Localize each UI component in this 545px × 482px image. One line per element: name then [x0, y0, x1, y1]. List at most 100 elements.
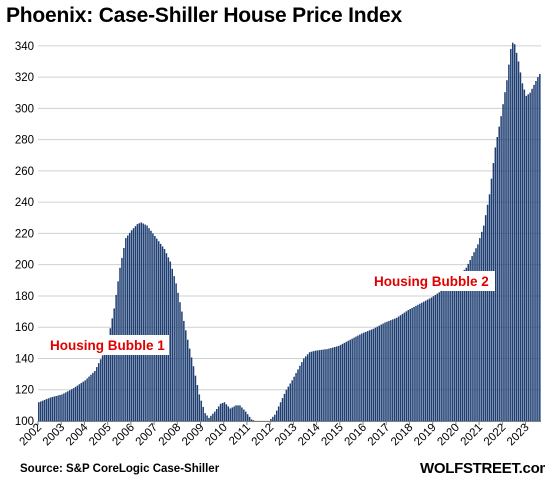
bar	[287, 386, 290, 421]
bar	[310, 351, 313, 421]
bar	[376, 326, 379, 421]
y-tick-label: 240	[15, 197, 34, 209]
bar	[215, 409, 218, 421]
bar	[411, 307, 413, 421]
x-tick-label: 2016	[343, 422, 370, 449]
bar	[332, 347, 334, 421]
bar	[196, 385, 199, 421]
bar	[94, 370, 96, 421]
bar	[109, 328, 112, 421]
bar	[68, 390, 71, 421]
bar	[150, 230, 152, 421]
bar	[214, 411, 216, 421]
bar	[132, 228, 135, 421]
x-tick-label: 2015	[319, 422, 346, 449]
bar	[43, 399, 46, 421]
y-tick-label: 140	[15, 353, 34, 365]
bar	[55, 395, 57, 421]
bar	[270, 418, 272, 421]
bar	[134, 226, 137, 421]
bar	[204, 413, 206, 421]
bar	[326, 349, 328, 421]
bar	[515, 52, 518, 421]
bar	[434, 294, 437, 421]
bar	[353, 337, 355, 421]
y-tick-label: 320	[15, 72, 34, 84]
bar	[96, 367, 98, 421]
bar	[301, 362, 303, 421]
bar	[361, 333, 363, 421]
bar	[401, 313, 404, 421]
bar	[382, 323, 384, 421]
bar	[384, 322, 386, 421]
bar	[484, 215, 487, 421]
bar	[486, 204, 489, 421]
bar	[351, 338, 353, 421]
bar	[357, 335, 359, 421]
bar	[306, 354, 309, 421]
bar	[498, 126, 500, 421]
bar	[274, 414, 276, 421]
bar	[521, 83, 524, 421]
bar	[525, 95, 528, 421]
bar	[388, 320, 390, 421]
bar	[154, 236, 156, 421]
bar	[275, 410, 278, 421]
bar	[192, 366, 195, 421]
bar	[105, 343, 108, 421]
bar	[186, 339, 189, 421]
bar	[482, 225, 485, 421]
bar	[142, 223, 144, 421]
bar	[126, 235, 129, 421]
x-tick-label: 2014	[296, 421, 323, 448]
bar	[372, 328, 375, 421]
bar	[152, 233, 154, 421]
bar	[115, 294, 117, 421]
x-tick-label: 2020	[435, 422, 462, 449]
source-note: Source: S&P CoreLogic Case-Shiller	[20, 463, 220, 475]
y-tick-label: 220	[15, 228, 34, 240]
bar	[471, 256, 473, 421]
bar	[428, 298, 431, 421]
bar	[208, 417, 210, 421]
bar	[138, 223, 141, 421]
bar	[463, 269, 466, 421]
bar	[243, 409, 245, 421]
bar	[395, 317, 398, 421]
bar	[339, 344, 342, 421]
bar	[252, 420, 255, 421]
bar	[436, 293, 439, 421]
bar	[38, 402, 40, 421]
bar	[144, 224, 146, 421]
bar	[283, 393, 286, 421]
bar	[537, 77, 539, 421]
annotation-housing-bubble-1: Housing Bubble 1	[50, 338, 165, 353]
bar	[426, 299, 429, 421]
bar	[210, 415, 212, 421]
bar	[123, 248, 125, 421]
x-tick-label: 2012	[250, 422, 277, 449]
bar	[363, 332, 365, 421]
bar	[531, 88, 533, 421]
bar	[355, 336, 357, 421]
bar	[349, 339, 351, 421]
x-tick-label: 2010	[203, 422, 230, 449]
x-tick-label: 2008	[157, 422, 184, 449]
bar	[233, 406, 235, 421]
x-tick-label: 2022	[482, 422, 509, 449]
bar	[399, 315, 402, 421]
y-tick-label: 340	[15, 41, 34, 53]
y-tick-label: 160	[15, 322, 34, 334]
bar	[250, 419, 253, 421]
bar	[477, 244, 479, 421]
bar	[212, 413, 214, 421]
bar	[295, 373, 297, 421]
bar	[227, 406, 230, 421]
y-axis: 100 120 140 160 180 200 220 240 260 280 300 320 340	[15, 41, 34, 428]
bar	[198, 394, 201, 421]
y-tick-label: 120	[15, 385, 34, 397]
bar	[452, 281, 454, 421]
bar	[508, 64, 510, 421]
bar	[202, 406, 204, 421]
